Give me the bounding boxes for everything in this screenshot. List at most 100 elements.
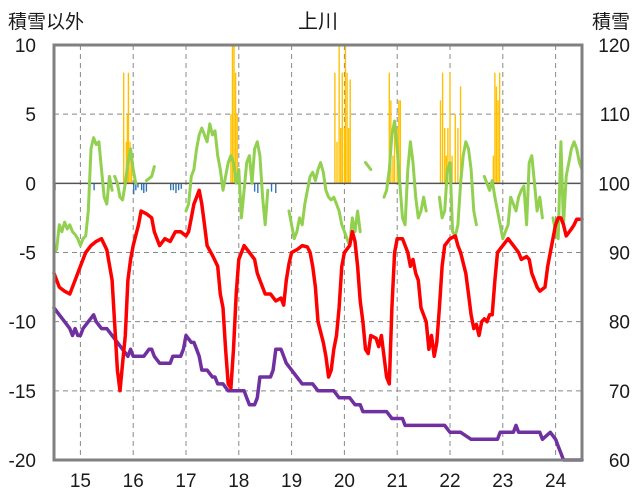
x-tick-label: 23 [492, 471, 513, 492]
snowfall-bar [123, 72, 125, 184]
snowfall-bar [336, 141, 338, 184]
dewpoint-line [144, 165, 156, 183]
snowfall-bar [492, 155, 494, 184]
negative-bar [253, 183, 256, 192]
snowfall-bar [444, 128, 446, 184]
right-axis-label: 積雪 [592, 11, 630, 33]
negative-bar [257, 183, 259, 194]
dewpoint-line [437, 140, 478, 238]
dewpoint-line [364, 161, 373, 171]
negative-bar [143, 183, 145, 194]
snowfall-bar [447, 128, 449, 184]
series-lines [52, 119, 584, 462]
left-axis-label: 積雪以外 [8, 11, 84, 33]
snowfall-bar [343, 128, 346, 184]
negative-bar [93, 183, 95, 191]
dewpoint-line [482, 154, 544, 241]
snowfall-bar [230, 114, 232, 184]
snow_depth-line [52, 306, 584, 462]
tick-labels: 10 5 0 -5 -10 -15 -20 120 110 100 90 80 70 60 15 16 17 18… [9, 36, 630, 492]
snowfall-bar [449, 72, 451, 184]
y-right-tick-label: 90 [609, 244, 630, 265]
snowfall-bar [498, 72, 501, 184]
snowfall-bar [344, 45, 347, 184]
negative-bar [180, 183, 182, 189]
snowfall-bar [399, 100, 402, 184]
y-right-tick-label: 100 [598, 174, 630, 195]
dewpoint-line [184, 122, 270, 227]
temperature-line [52, 188, 584, 393]
y-left-tick-label: -5 [19, 244, 36, 265]
y-left-tick-label: -15 [9, 382, 36, 403]
snowfall-bar [349, 79, 351, 184]
negative-bar [270, 183, 273, 192]
chart-title: 上川 [298, 10, 338, 33]
y-left-tick-label: 10 [15, 36, 36, 57]
snowfall-bar [127, 72, 130, 184]
x-tick-label: 22 [439, 471, 460, 492]
dewpoint-line [287, 161, 362, 248]
negative-bar [145, 183, 148, 192]
x-tick-label: 18 [228, 471, 249, 492]
snowfall-bar [231, 45, 234, 184]
y-left-tick-label: 5 [25, 105, 36, 126]
snowfall-bar [129, 141, 131, 184]
snowfall-bar [497, 100, 499, 184]
snowfall-bar [439, 100, 442, 184]
negative-bar [137, 183, 139, 188]
snowfall-bar [495, 86, 498, 184]
snowfall-bar [334, 72, 336, 184]
snowfall-bar [346, 72, 348, 184]
y-left-tick-label: -20 [9, 451, 36, 472]
snowfall-bar [459, 86, 462, 184]
negative-bar [175, 183, 177, 194]
y-left-tick-label: 0 [25, 174, 36, 195]
dewpoint-line [52, 136, 114, 254]
x-tick-label: 16 [123, 471, 144, 492]
negative-bar [135, 183, 137, 191]
dewpoint-line [382, 119, 428, 227]
y-left-tick-label: -10 [9, 313, 36, 334]
negative-bar [172, 183, 175, 191]
x-tick-label: 21 [387, 471, 408, 492]
snowfall-bar [451, 155, 453, 184]
snowfall-bar [398, 100, 400, 184]
snowfall-bar [393, 128, 396, 184]
snowfall-bar [388, 72, 390, 184]
snowfall-bar [494, 72, 496, 184]
x-tick-label: 17 [175, 471, 196, 492]
snowfall-bar [234, 72, 237, 184]
x-tick-label: 15 [70, 471, 91, 492]
negative-bar [177, 183, 180, 191]
snowfall-bar [454, 114, 456, 184]
snowfall-bar [392, 155, 394, 184]
negative-bar [275, 183, 277, 194]
plot-border [52, 43, 584, 462]
snowfall-bar [233, 45, 235, 184]
snowfall-bar [340, 128, 342, 184]
x-tick-label: 20 [334, 471, 355, 492]
snowfall-bars [54, 45, 501, 195]
plot-frame [52, 43, 584, 462]
snowfall-bar [125, 141, 128, 184]
y-right-tick-label: 110 [600, 105, 630, 126]
snowfall-bar [341, 72, 343, 184]
snowfall-bar [347, 128, 350, 184]
snowfall-bar [441, 72, 444, 184]
y-right-tick-label: 120 [598, 36, 630, 57]
negative-bar [140, 183, 143, 191]
x-tick-label: 24 [545, 471, 567, 492]
snowfall-bar [236, 114, 238, 184]
snowfall-bar [126, 114, 129, 184]
dewpoint-line [113, 147, 138, 202]
y-right-tick-label: 80 [609, 313, 630, 334]
dewpoint-line [551, 140, 584, 241]
negative-bar [170, 183, 172, 191]
snowfall-bar [338, 45, 340, 184]
x-tick-label: 19 [281, 471, 302, 492]
y-right-tick-label: 60 [609, 451, 630, 472]
snowfall-bar [130, 155, 133, 184]
negative-bar [133, 183, 135, 195]
snowfall-bar [457, 128, 459, 184]
